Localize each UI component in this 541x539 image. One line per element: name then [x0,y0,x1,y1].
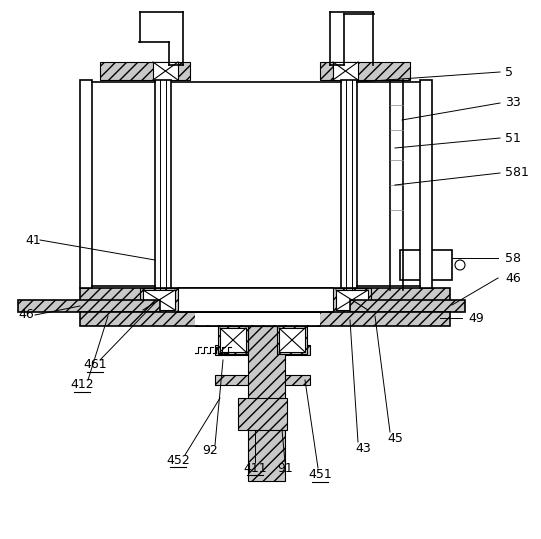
Text: 412: 412 [70,378,94,391]
Bar [100,62,190,80]
Text: 41: 41 [25,233,41,246]
Bar [195,313,320,325]
Bar [155,80,171,290]
Bar [220,328,246,352]
Text: 49: 49 [468,312,484,324]
Bar [80,80,92,288]
Text: 92: 92 [202,444,218,457]
Bar [18,300,160,312]
Text: 461: 461 [83,358,107,371]
Bar [333,288,371,312]
Bar [350,300,465,312]
Bar [178,288,333,312]
Text: 451: 451 [308,468,332,481]
Bar [218,326,248,354]
Text: 46: 46 [505,272,521,285]
Bar [143,290,175,310]
Text: 33: 33 [505,96,521,109]
Bar [80,312,450,326]
Text: 43: 43 [355,441,371,454]
Bar [336,290,368,310]
Bar [248,326,285,481]
Bar [420,80,432,288]
Text: 581: 581 [505,167,529,179]
Bar [400,250,452,280]
Bar [341,80,357,290]
Text: 51: 51 [505,132,521,144]
Text: 452: 452 [166,453,190,466]
Bar [153,62,178,80]
Text: 5: 5 [505,66,513,79]
Bar [215,375,310,385]
Bar [320,62,410,80]
Text: 411: 411 [243,461,267,474]
Text: 91: 91 [277,461,293,474]
Bar [215,345,310,355]
Text: 45: 45 [387,432,403,445]
Bar [279,328,305,352]
Bar [140,288,178,312]
Bar [238,398,287,430]
Bar [333,62,358,80]
Text: 46: 46 [18,308,34,321]
Bar [80,288,450,312]
Text: 58: 58 [505,252,521,265]
Bar [277,326,307,354]
